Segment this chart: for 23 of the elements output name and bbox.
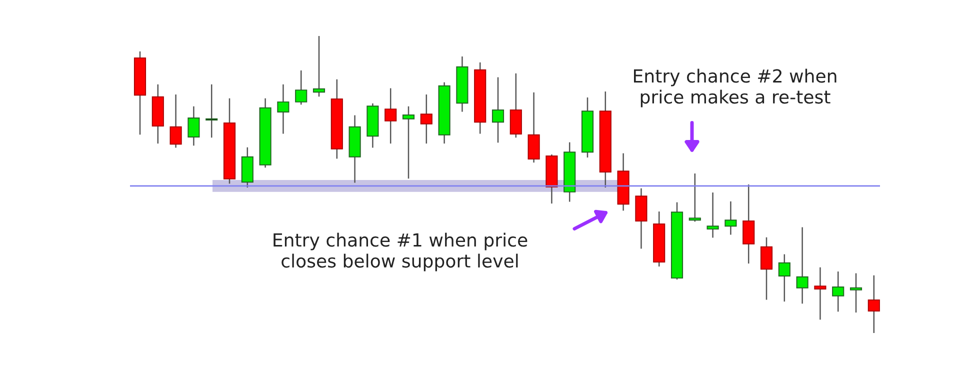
candlestick [832, 271, 844, 312]
candlestick [312, 36, 326, 97]
candlestick [277, 84, 290, 134]
annotation: Entry chance #1 when price closes below support level [274, 232, 528, 272]
candlestick [760, 237, 773, 300]
candlestick [850, 273, 862, 313]
candlestick [188, 106, 200, 146]
candlestick [170, 94, 182, 148]
candlestick [384, 88, 397, 144]
candlestick [688, 173, 701, 222]
candlestick [492, 77, 504, 143]
candlestick [420, 94, 432, 144]
candlestick [724, 201, 737, 235]
candlestick [295, 70, 308, 105]
candlestick [706, 192, 719, 238]
candlestick [206, 84, 218, 138]
annotation: Entry chance #2 when price makes a re-test [634, 68, 836, 108]
candlestick [778, 254, 790, 302]
candlestick [814, 267, 826, 320]
candlestick [796, 227, 808, 304]
candlestick [742, 184, 755, 264]
candlestick [402, 106, 415, 179]
candlestick [868, 275, 880, 333]
